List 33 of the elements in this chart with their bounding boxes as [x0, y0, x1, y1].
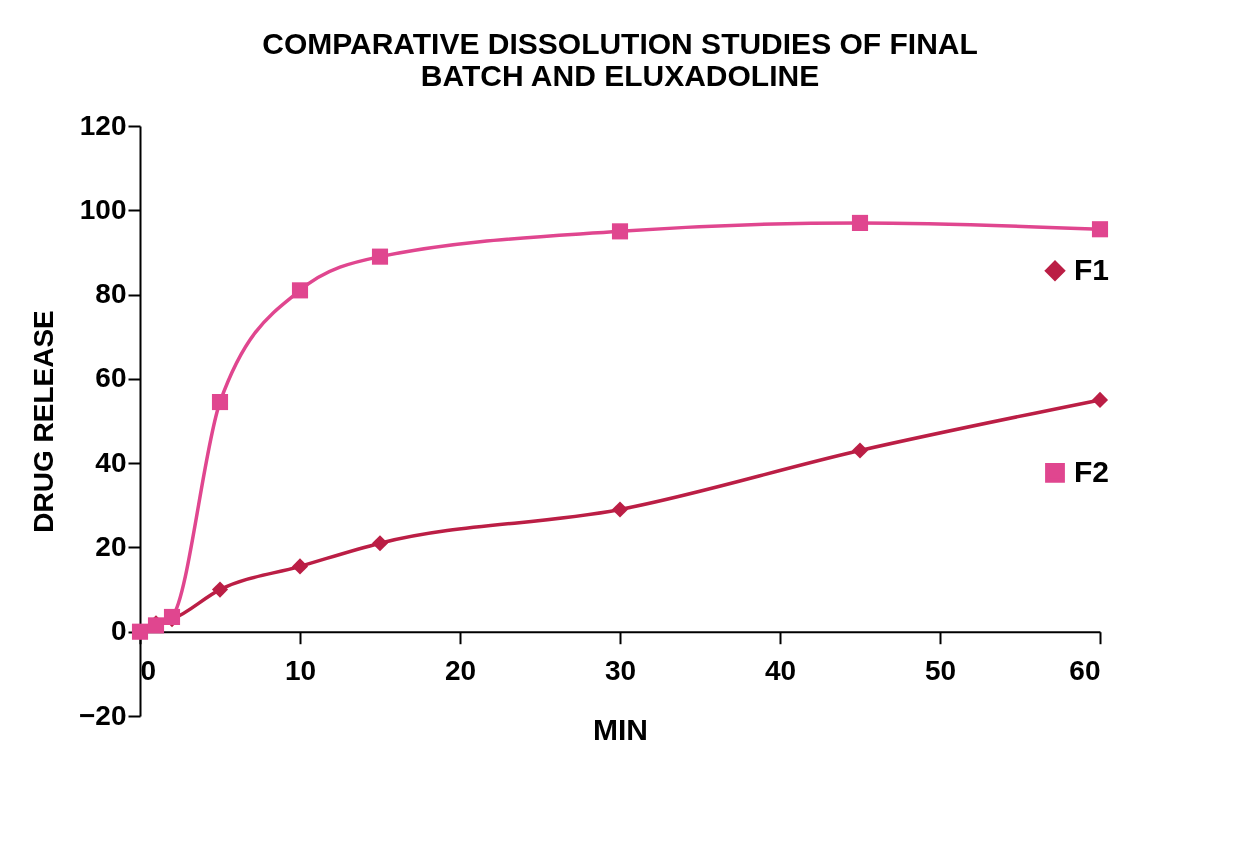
point [851, 442, 869, 459]
x-tick-label: 0 [140, 655, 157, 687]
y-tick-label: 80 [95, 278, 127, 310]
y-tick-label: 120 [79, 109, 127, 141]
x-tick-label: 20 [444, 655, 477, 687]
point [371, 248, 389, 265]
point [611, 223, 629, 240]
x-tick-label: 60 [1069, 655, 1101, 687]
y-axis-title: DRUG RELEASE [28, 310, 59, 533]
y-tick-label: 20 [95, 530, 127, 562]
y-tick-label: 40 [95, 446, 127, 478]
x-tick-label: 40 [764, 655, 797, 687]
point [211, 581, 229, 598]
point [611, 501, 629, 518]
point [371, 535, 389, 552]
point [291, 558, 309, 575]
point [291, 282, 309, 299]
legend-label: F2 [1074, 454, 1110, 488]
legend-label: F1 [1074, 252, 1110, 286]
point [851, 214, 869, 231]
point [1091, 221, 1109, 238]
y-tick-label: 100 [79, 193, 127, 225]
x-tick-label: 30 [604, 655, 637, 687]
x-tick-label: 10 [284, 655, 317, 687]
y-tick-label: 60 [95, 362, 127, 394]
point [211, 393, 229, 411]
text: COMPARATIVE DISSOLUTION STUDIES OF FINAL [262, 27, 978, 60]
y-tick-label: 0 [110, 615, 127, 647]
x-tick-label: 50 [924, 655, 957, 687]
text: BATCH AND ELUXADOLINE [420, 59, 820, 92]
x-axis-title: MIN [593, 713, 648, 747]
point [1091, 391, 1109, 408]
y-tick-label: −20 [79, 699, 127, 731]
